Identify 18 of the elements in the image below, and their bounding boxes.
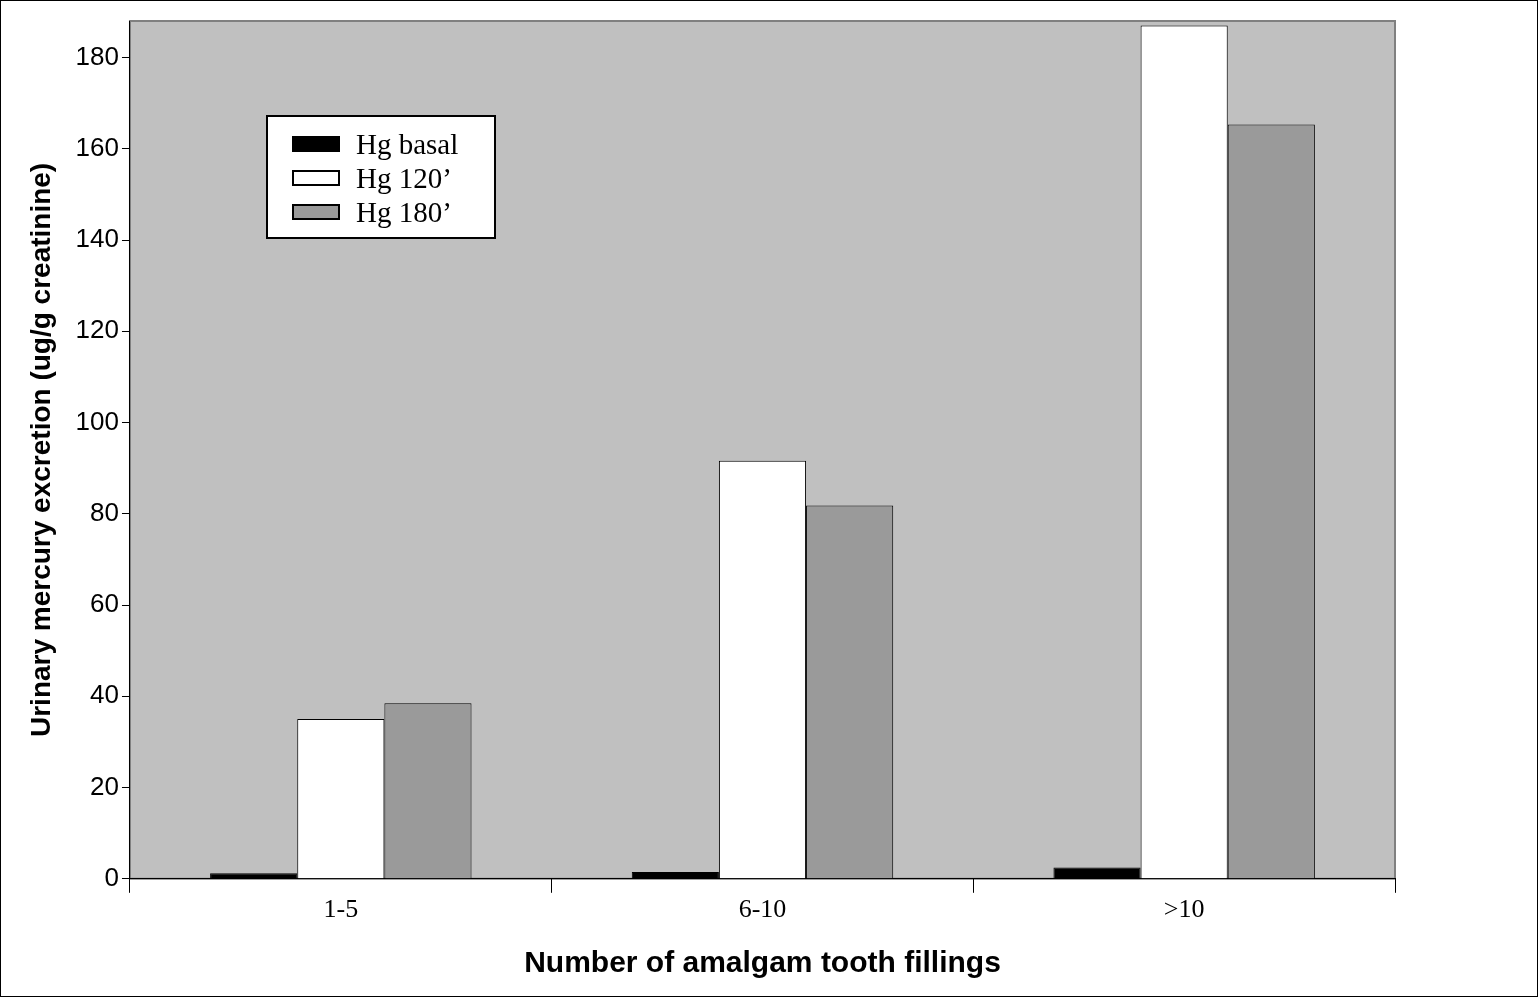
y-tick-label: 100 [75,405,119,436]
y-tick-label: 120 [75,314,119,345]
legend-label: Hg basal [355,127,459,161]
x-tick-label: 1-5 [323,894,359,924]
y-tick-label: 60 [90,588,119,619]
y-tick-label: 160 [75,131,119,162]
x-tick-label: >10 [1163,894,1205,924]
y-tick-label: 140 [75,223,119,254]
y-tick-label: 40 [90,679,119,710]
y-tick-label: 20 [90,770,119,801]
legend-label: Hg 180’ [355,195,453,229]
x-tick-label: 6-10 [738,894,787,924]
y-tick-label: 0 [104,861,119,892]
y-tick-label: 180 [75,40,119,71]
y-tick-label: 80 [90,496,119,527]
legend-label: Hg 120’ [355,161,453,195]
y-axis-title: Urinary mercury excretion (ug/g creatinine) [24,162,56,737]
x-axis-title: Number of amalgam tooth fillings [524,945,1001,979]
